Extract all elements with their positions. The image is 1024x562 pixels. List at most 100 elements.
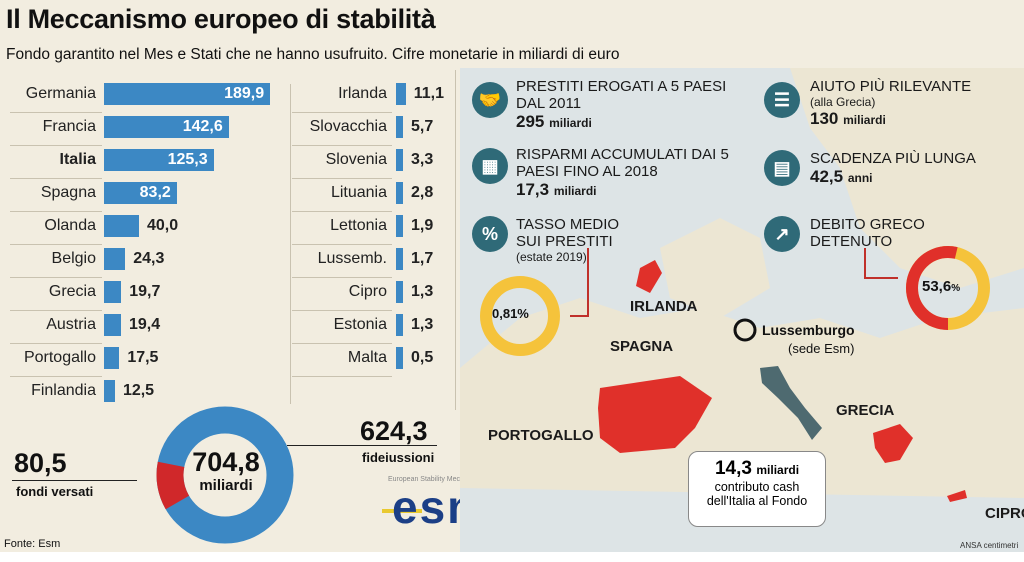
bar-value: 83,2 [139, 184, 171, 201]
source-note: Fonte: Esm [4, 538, 61, 550]
greek-debt-donut-share [906, 246, 990, 330]
bar-label: Francia [42, 118, 96, 135]
bar-value: 19,4 [128, 316, 161, 333]
bar-label: Lettonia [330, 217, 387, 234]
stat-value: 295 [516, 112, 545, 131]
bar [396, 149, 403, 171]
bar-label: Cipro [348, 283, 387, 300]
row-divider [292, 376, 392, 377]
row-divider [10, 211, 102, 212]
row-divider [292, 310, 392, 311]
label-portogallo: PORTOGALLO [488, 427, 594, 444]
bar-value: 1,3 [411, 316, 434, 333]
bar [396, 281, 403, 303]
italy-contribution-text: contributo cash [714, 480, 800, 494]
donut-center-unit: miliardi [199, 477, 253, 494]
row-divider [10, 376, 102, 377]
bar-label: Spagna [40, 184, 96, 201]
leader-line [287, 445, 437, 446]
bar [396, 347, 403, 369]
bar-value: 24,3 [133, 250, 165, 267]
row-divider [292, 145, 392, 146]
bar-label: Lituania [330, 184, 387, 201]
row-divider [10, 244, 102, 245]
label-cipro: CIPRO [985, 505, 1024, 522]
bar-value: 2,8 [411, 184, 434, 201]
bar-label: Finlandia [31, 382, 96, 399]
rate-value: 0,81% [492, 306, 529, 321]
bar-value: 11,1 [413, 85, 444, 102]
page-title: Il Meccanismo europeo di stabilità [6, 4, 436, 34]
label-grecia: GRECIA [836, 402, 895, 419]
fideiussioni-label: fideiussioni [362, 450, 435, 465]
bar-value: 17,5 [127, 349, 159, 366]
bar-label: Italia [59, 151, 96, 168]
bar [104, 314, 121, 336]
coins-icon: ▦ [472, 148, 508, 184]
bar-label: Lussemb. [317, 250, 387, 267]
bar [104, 149, 214, 171]
bar-label: Austria [46, 316, 96, 333]
stat-unit: miliardi [843, 113, 886, 127]
label-lussemburgo: Lussemburgo [762, 322, 855, 338]
bar [396, 215, 403, 237]
row-divider [292, 244, 392, 245]
row-divider [10, 310, 102, 311]
italy-contribution-callout: 14,3 miliardi contributo cash dell'Itali… [688, 451, 826, 527]
bar [396, 182, 403, 204]
bar-value: 40,0 [147, 217, 179, 234]
bar-label: Estonia [333, 316, 387, 333]
stat-heading: SCADENZA PIÙ LUNGA [810, 150, 976, 167]
stat-sub: (estate 2019) [516, 250, 587, 264]
greek-debt-value: 53,6% [922, 278, 960, 295]
bar-label: Germania [25, 85, 96, 102]
fideiussioni-value: 624,3 [360, 416, 428, 446]
cyprus-shape [947, 490, 967, 502]
bar [104, 83, 271, 105]
leader-line [12, 480, 137, 481]
label-irlanda: IRLANDA [630, 298, 698, 315]
bar [396, 116, 403, 138]
greece-shape [873, 424, 913, 463]
bar-label: Slovenia [325, 151, 387, 168]
stat-unit: anni [847, 171, 873, 185]
greek-flag-icon: ☰ [764, 82, 800, 118]
bar-value: 0,5 [411, 349, 434, 366]
panel-divider [455, 70, 456, 410]
row-divider [292, 277, 392, 278]
greek-debt-unit: % [951, 283, 961, 294]
credit: ANSA centimetri [960, 541, 1019, 550]
bar-value: 5,7 [411, 118, 434, 135]
handshake-icon: 🤝 [472, 82, 508, 118]
label-sede-esm: (sede Esm) [788, 341, 855, 356]
bar-label: Grecia [48, 283, 96, 300]
bar-value: 125,3 [167, 151, 208, 168]
bar-value: 142,6 [182, 118, 223, 135]
bar-label: Belgio [51, 250, 96, 267]
stat-heading: TASSO MEDIO SUI PRESTITI [516, 216, 620, 250]
stat-heading: AIUTO PIÙ RILEVANTE [810, 78, 972, 95]
stat-heading: RISPARMI ACCUMULATI DAI 5 PAESI FINO AL … [516, 146, 729, 180]
esm-logo-tagline: European Stability Mechanism [388, 476, 483, 483]
greek-debt-number: 53,6 [922, 278, 952, 295]
calendar-icon: ▤ [764, 150, 800, 186]
row-divider [10, 178, 102, 179]
row-divider [10, 145, 102, 146]
stat-unit: miliardi [553, 184, 597, 198]
stat-heading: DEBITO GRECO DETENUTO [810, 216, 925, 250]
fondi-versati-value: 80,5 [14, 448, 67, 478]
row-divider [292, 211, 392, 212]
chart-up-icon: ↗ [764, 216, 800, 252]
row-divider [292, 178, 392, 179]
bar-value: 1,3 [411, 283, 434, 300]
italy-contribution-value: 14,3 [714, 458, 752, 479]
fondi-versati-label: fondi versati [16, 484, 94, 499]
bar-label: Slovacchia [309, 118, 387, 135]
rate-donut [480, 276, 560, 356]
row-divider [292, 112, 392, 113]
row-divider [292, 343, 392, 344]
iberia-shape [598, 376, 712, 453]
donut-center-value: 704,8 [192, 447, 260, 477]
bar [396, 83, 406, 105]
stat-value: 17,3 [516, 180, 550, 199]
